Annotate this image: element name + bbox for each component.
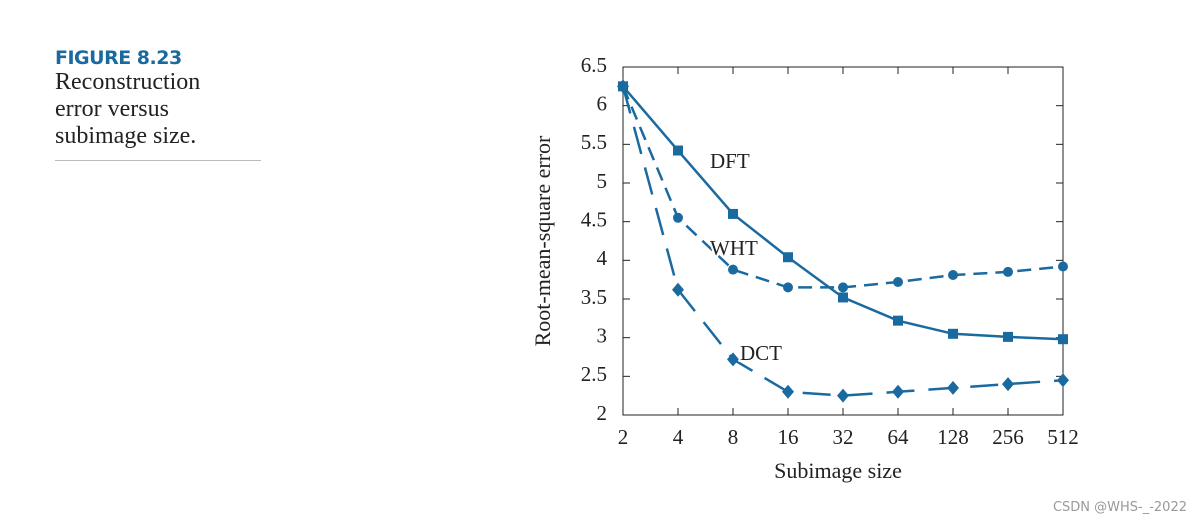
- marker: [893, 315, 903, 326]
- marker: [1002, 377, 1014, 392]
- marker: [892, 384, 904, 399]
- series-label: DCT: [740, 341, 782, 365]
- marker: [1003, 331, 1013, 342]
- marker: [728, 264, 738, 275]
- x-tick-label: 16: [778, 425, 799, 449]
- y-tick-label: 6: [597, 91, 608, 115]
- y-tick-label: 5: [597, 169, 608, 193]
- y-tick-label: 4: [597, 246, 608, 270]
- series-label: WHT: [710, 236, 758, 260]
- marker: [838, 292, 848, 303]
- caption-line: Reconstruction: [55, 69, 201, 95]
- x-tick-label: 128: [937, 425, 969, 449]
- figure-label: FIGURE 8.23: [55, 47, 182, 69]
- y-tick-label: 2.5: [581, 362, 607, 386]
- marker: [838, 282, 848, 293]
- caption-line: error versus: [55, 96, 169, 122]
- marker: [783, 282, 793, 293]
- caption-line: subimage size.: [55, 123, 197, 149]
- x-tick-label: 2: [618, 425, 629, 449]
- marker: [617, 79, 629, 94]
- marker: [948, 328, 958, 339]
- marker: [837, 388, 849, 403]
- x-tick-label: 512: [1047, 425, 1079, 449]
- marker: [783, 252, 793, 263]
- plot-frame: [622, 66, 1064, 416]
- y-tick-label: 3: [597, 323, 608, 347]
- marker: [672, 282, 684, 297]
- rule: [55, 160, 261, 161]
- x-tick-label: 32: [833, 425, 854, 449]
- marker: [893, 276, 903, 287]
- y-tick-label: 5.5: [581, 130, 607, 154]
- marker: [673, 212, 683, 223]
- marker: [948, 270, 958, 281]
- y-tick-label: 6.5: [581, 53, 607, 77]
- marker: [1058, 261, 1068, 272]
- y-tick-label: 3.5: [581, 285, 607, 309]
- x-tick-label: 4: [673, 425, 684, 449]
- marker: [1058, 334, 1068, 345]
- x-tick-label: 256: [992, 425, 1024, 449]
- marker: [728, 208, 738, 219]
- series-line: [621, 85, 1064, 289]
- watermark: CSDN @WHS-_-2022: [1052, 500, 1187, 515]
- marker: [727, 352, 739, 367]
- y-axis-label: Root-mean-square error: [530, 135, 555, 346]
- caption: FIGURE 8.23 Reconstruction error versus …: [55, 47, 261, 161]
- marker: [1003, 266, 1013, 277]
- x-axis-label: Subimage size: [774, 458, 902, 483]
- y-tick-label: 4.5: [581, 207, 607, 231]
- x-tick-label: 64: [888, 425, 910, 449]
- y-tick-label: 2: [597, 401, 608, 425]
- series-line: [621, 86, 1064, 397]
- marker: [947, 380, 959, 395]
- marker: [1057, 373, 1069, 388]
- marker: [673, 145, 683, 156]
- marker: [782, 384, 794, 399]
- series-label: DFT: [710, 149, 750, 173]
- x-tick-label: 8: [728, 425, 739, 449]
